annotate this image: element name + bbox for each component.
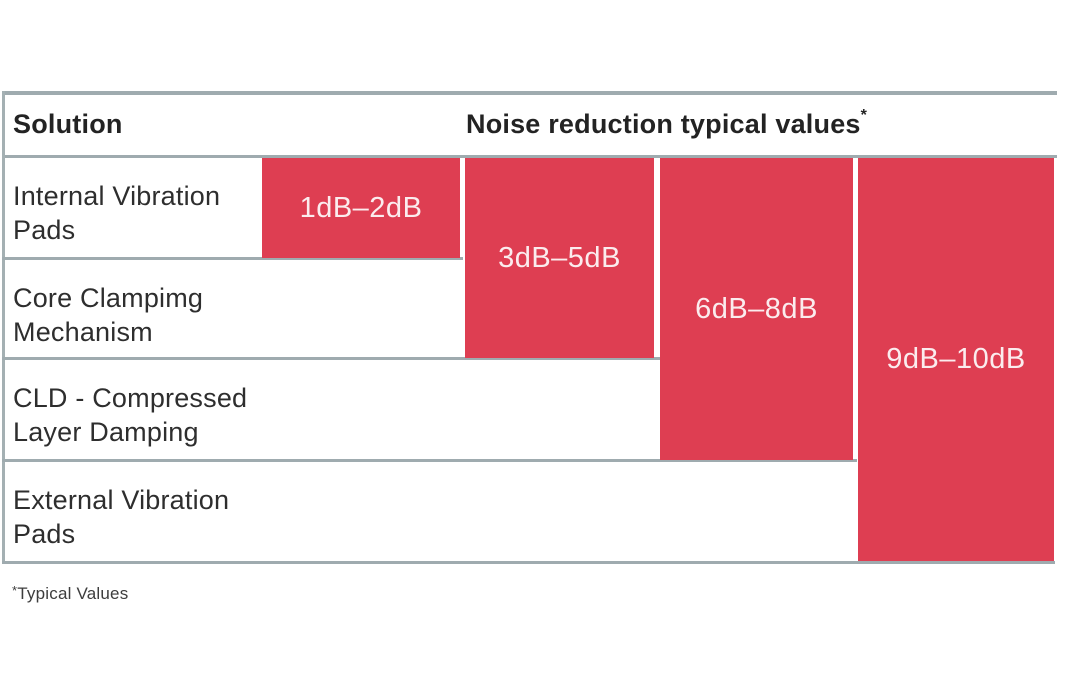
- col-header-solution: Solution: [13, 109, 123, 139]
- row-label-line: Core Clampimg: [13, 283, 204, 313]
- col-header-values-text: Noise reduction typical values: [466, 109, 861, 139]
- table-top-rule: [4, 91, 1057, 95]
- row-label-internal-vibration-pads: Internal Vibration Pads: [13, 179, 220, 247]
- row-divider-1: [2, 257, 463, 260]
- row-divider-2: [2, 357, 660, 360]
- row-label-line: Pads: [13, 215, 76, 245]
- footnote-typical-values: *Typical Values: [12, 583, 129, 604]
- row-divider-3: [2, 459, 857, 462]
- header-bottom-rule: [2, 155, 1057, 158]
- value-block-label: 6dB–8dB: [695, 292, 818, 325]
- value-block-label: 9dB–10dB: [886, 343, 1026, 375]
- footnote-text: Typical Values: [17, 584, 129, 603]
- value-block-label: 1dB–2dB: [299, 191, 423, 224]
- header-asterisk: *: [860, 107, 868, 124]
- row-label-external-vibration-pads: External Vibration Pads: [13, 483, 229, 551]
- value-block-3db-5db: 3dB–5dB: [465, 158, 654, 358]
- row-label-core-clamping-mechanism: Core Clampimg Mechanism: [13, 281, 203, 349]
- col-header-values: Noise reduction typical values*: [466, 107, 868, 140]
- row-label-line: External Vibration: [13, 485, 230, 515]
- footnote-asterisk: *: [12, 583, 18, 598]
- row-label-line: Mechanism: [13, 317, 153, 347]
- table-bottom-rule: [2, 561, 1055, 564]
- row-label-line: Pads: [13, 519, 76, 549]
- row-label-line: Layer Damping: [13, 417, 199, 447]
- row-label-cld-compressed-layer-damping: CLD - Compressed Layer Damping: [13, 381, 247, 449]
- row-label-line: Internal Vibration: [13, 181, 221, 211]
- value-block-6db-8db: 6dB–8dB: [660, 158, 853, 460]
- value-block-1db-2db: 1dB–2dB: [262, 158, 460, 258]
- value-block-label: 3dB–5dB: [498, 241, 621, 274]
- value-block-9db-10db: 9dB–10dB: [858, 158, 1054, 561]
- row-label-line: CLD - Compressed: [13, 383, 248, 413]
- table-left-border: [2, 91, 5, 564]
